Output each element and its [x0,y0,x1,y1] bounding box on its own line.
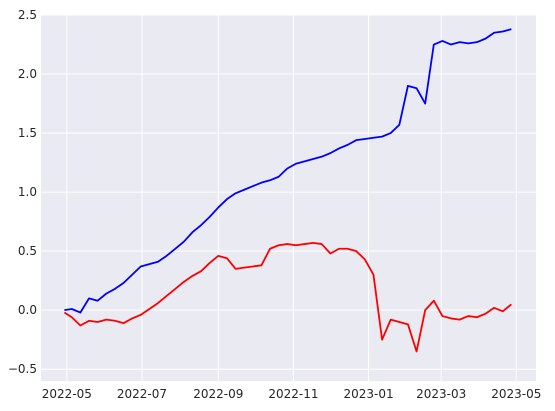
series-layer [63,28,512,353]
plot-area [41,15,536,381]
y-tick-label: 0.0 [18,303,37,317]
x-tick-label: 2022-09 [193,387,243,401]
y-tick-label: −0.5 [8,362,37,376]
grid-lines [41,14,536,381]
x-axis-ticks: 2022-05 2022-07 2022-09 2022-11 2023-01 2023-… [42,387,542,401]
x-tick-label: 2023-01 [343,387,393,401]
y-tick-label: 2.5 [18,8,37,22]
x-tick-label: 2022-11 [268,387,318,401]
y-tick-label: 2.0 [18,67,37,81]
x-tick-label: 2022-05 [42,387,92,401]
x-tick-label: 2023-05 [491,387,541,401]
red-series-line [63,241,512,353]
y-axis-ticks: −0.5 0.0 0.5 1.0 1.5 2.0 2.5 [8,8,37,376]
y-tick-label: 1.5 [18,126,37,140]
y-tick-label: 1.0 [18,185,37,199]
x-tick-label: 2022-07 [117,387,167,401]
blue-series-line [64,28,512,314]
y-tick-label: 0.5 [18,244,37,258]
x-tick-label: 2023-03 [416,387,466,401]
